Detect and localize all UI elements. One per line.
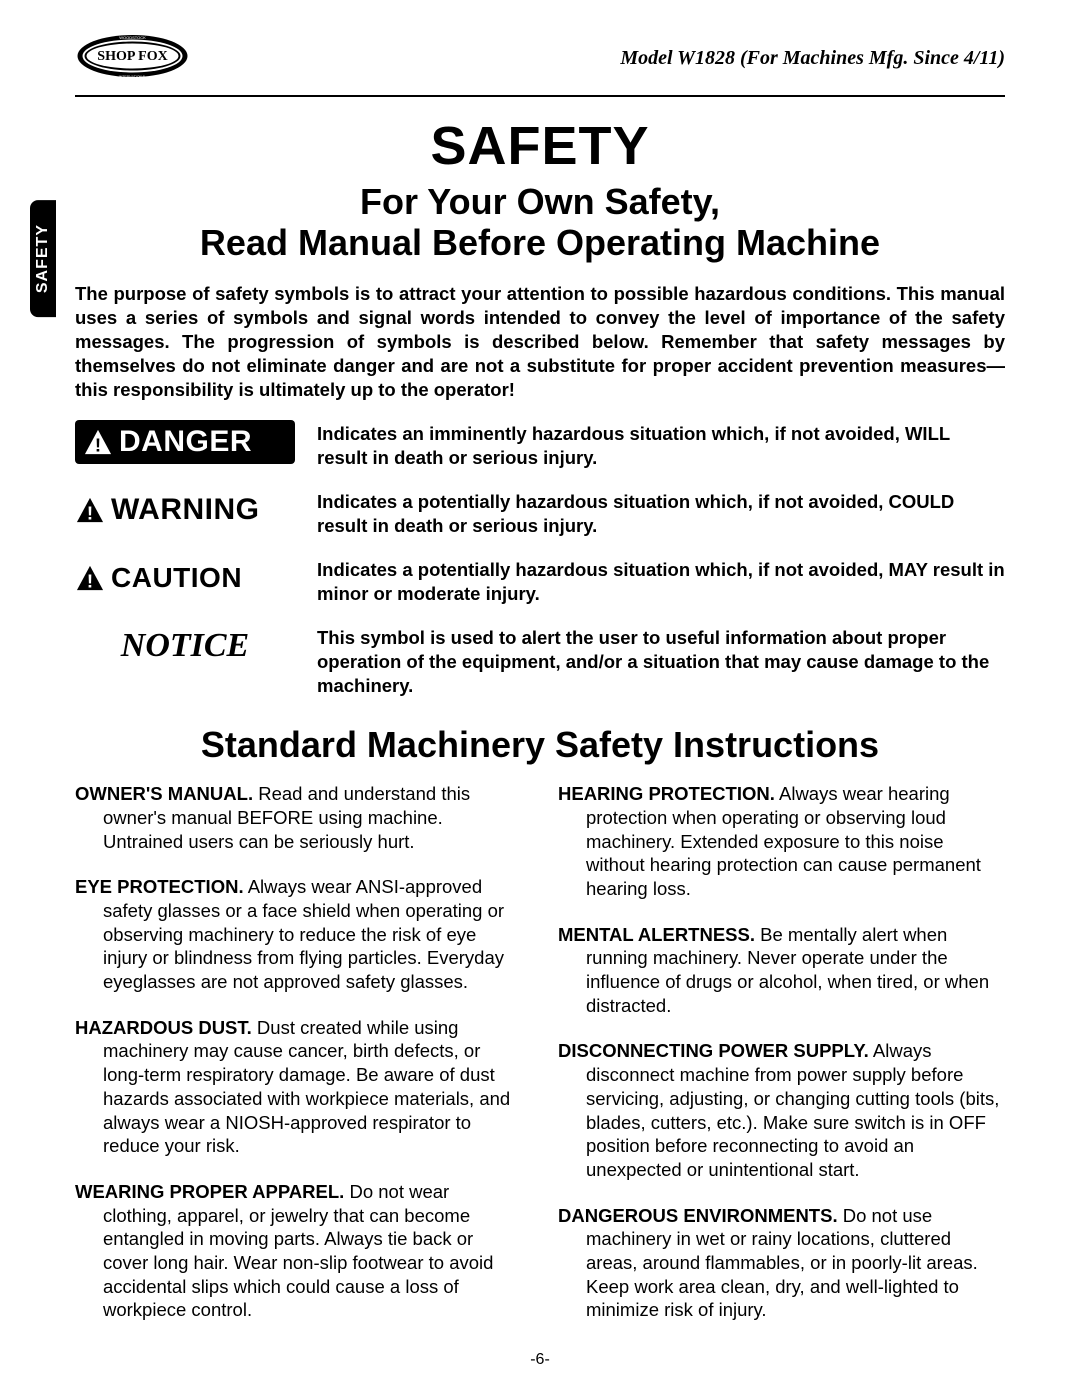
hazard-label-danger: ! DANGER xyxy=(75,420,295,464)
subtitle-line1: For Your Own Safety, xyxy=(360,181,720,222)
hazard-label-text: DANGER xyxy=(119,425,252,459)
instr-title: HEARING PROTECTION. xyxy=(558,783,775,804)
list-item: OWNER'S MANUAL. Read and understand this… xyxy=(75,782,522,853)
hazard-desc-notice: This symbol is used to alert the user to… xyxy=(317,624,1005,698)
alert-triangle-icon: ! xyxy=(75,564,105,592)
instr-title: EYE PROTECTION. xyxy=(75,876,244,897)
subtitle-line2: Read Manual Before Operating Machine xyxy=(200,222,880,263)
intro-paragraph: The purpose of safety symbols is to attr… xyxy=(75,282,1005,402)
hazard-row-notice: NOTICE This symbol is used to alert the … xyxy=(75,624,1005,698)
instructions-col-left: OWNER'S MANUAL. Read and understand this… xyxy=(75,782,522,1343)
hazard-desc-caution: Indicates a potentially hazardous situat… xyxy=(317,556,1005,606)
hazard-row-danger: ! DANGER Indicates an imminently hazardo… xyxy=(75,420,1005,470)
instructions-col-right: HEARING PROTECTION. Always wear hearing … xyxy=(558,782,1005,1343)
instr-title: MENTAL ALERTNESS. xyxy=(558,924,755,945)
brand-top-text: WOODSTOCK xyxy=(119,35,146,40)
brand-logo: SHOP FOX WOODSTOCK INTERNATIONAL xyxy=(75,30,190,87)
hazard-desc-warning: Indicates a potentially hazardous situat… xyxy=(317,488,1005,538)
instructions-columns: OWNER'S MANUAL. Read and understand this… xyxy=(75,782,1005,1343)
hazard-label-caution: ! CAUTION xyxy=(75,556,295,600)
hazard-row-caution: ! CAUTION Indicates a potentially hazard… xyxy=(75,556,1005,606)
model-info: Model W1828 (For Machines Mfg. Since 4/1… xyxy=(620,47,1005,70)
list-item: EYE PROTECTION. Always wear ANSI-approve… xyxy=(75,875,522,993)
alert-triangle-icon: ! xyxy=(75,496,105,524)
list-item: HAZARDOUS DUST. Dust created while using… xyxy=(75,1016,522,1158)
list-item: HEARING PROTECTION. Always wear hearing … xyxy=(558,782,1005,900)
list-item: MENTAL ALERTNESS. Be mentally alert when… xyxy=(558,923,1005,1018)
hazard-levels: ! DANGER Indicates an imminently hazardo… xyxy=(75,420,1005,698)
instructions-heading: Standard Machinery Safety Instructions xyxy=(75,724,1005,766)
page-header: SHOP FOX WOODSTOCK INTERNATIONAL Model W… xyxy=(75,30,1005,97)
hazard-desc-danger: Indicates an imminently hazardous situat… xyxy=(317,420,1005,470)
list-item: DANGEROUS ENVIRONMENTS. Do not use machi… xyxy=(558,1204,1005,1322)
hazard-row-warning: ! WARNING Indicates a potentially hazard… xyxy=(75,488,1005,538)
page-title: SAFETY xyxy=(75,115,1005,177)
svg-text:!: ! xyxy=(87,571,93,592)
instr-title: HAZARDOUS DUST. xyxy=(75,1017,252,1038)
svg-text:!: ! xyxy=(87,502,93,523)
instr-title: DANGEROUS ENVIRONMENTS. xyxy=(558,1205,838,1226)
hazard-label-text: CAUTION xyxy=(111,562,242,594)
page-subtitle: For Your Own Safety, Read Manual Before … xyxy=(75,181,1005,264)
brand-bottom-text: INTERNATIONAL xyxy=(119,75,147,79)
brand-main-text: SHOP FOX xyxy=(97,49,167,64)
page-number: -6- xyxy=(0,1351,1080,1369)
alert-triangle-icon: ! xyxy=(83,428,113,456)
hazard-label-notice: NOTICE xyxy=(75,624,295,668)
instr-title: OWNER'S MANUAL. xyxy=(75,783,253,804)
instr-title: WEARING PROPER APPAREL. xyxy=(75,1181,344,1202)
hazard-label-text: WARNING xyxy=(111,493,260,527)
svg-text:!: ! xyxy=(95,434,101,455)
hazard-label-text: NOTICE xyxy=(121,627,249,665)
hazard-label-warning: ! WARNING xyxy=(75,488,295,532)
side-tab-safety: SAFETY xyxy=(30,200,56,317)
instr-title: DISCONNECTING POWER SUPPLY. xyxy=(558,1040,869,1061)
list-item: DISCONNECTING POWER SUPPLY. Always disco… xyxy=(558,1039,1005,1181)
list-item: WEARING PROPER APPAREL. Do not wear clot… xyxy=(75,1180,522,1322)
